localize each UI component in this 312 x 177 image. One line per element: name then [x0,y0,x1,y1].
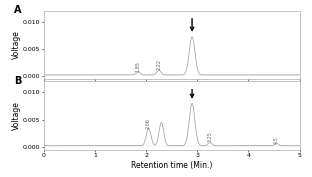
Text: 3.25: 3.25 [207,132,212,142]
Text: 2.06: 2.06 [146,118,151,129]
Text: A: A [14,5,22,15]
X-axis label: Retention time (Min.): Retention time (Min.) [131,161,212,170]
Text: 1.85: 1.85 [136,61,141,72]
Y-axis label: Voltage: Voltage [12,30,21,59]
Y-axis label: Voltage: Voltage [12,101,21,130]
Text: 2.22: 2.22 [156,59,161,70]
Text: B: B [14,76,22,86]
Text: 4.5: 4.5 [274,136,279,144]
